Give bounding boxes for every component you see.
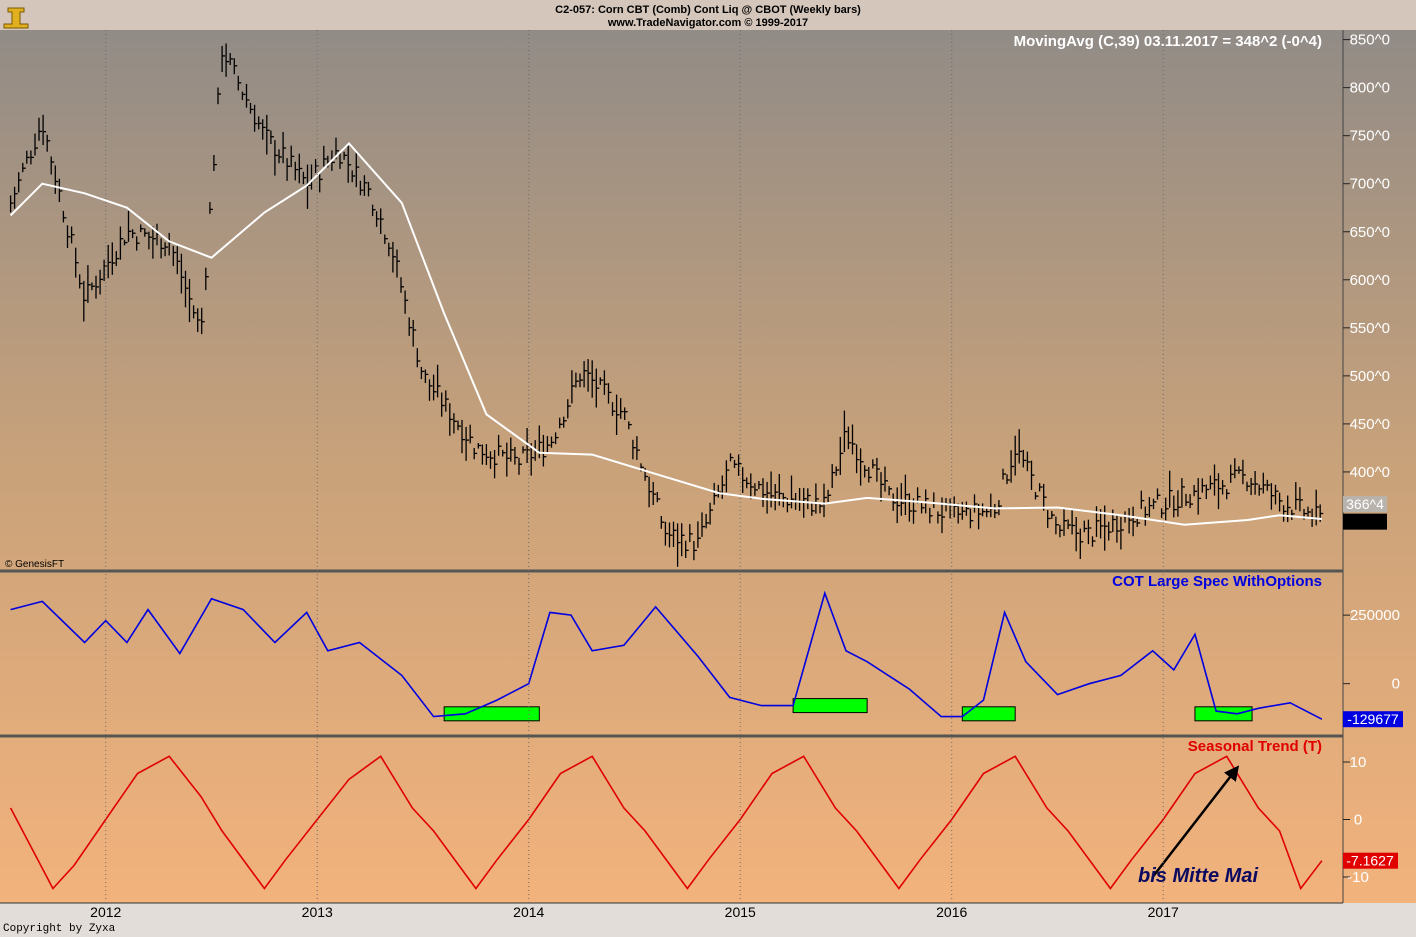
- price-tick-label: 500^0: [1350, 368, 1390, 385]
- cot-last-value-label: -129677: [1347, 711, 1399, 727]
- annotation-text: bis Mitte Mai: [1138, 865, 1258, 887]
- cot-highlight-box: [961, 706, 1016, 722]
- copyright-text: Copyright by Zyxa: [3, 923, 116, 935]
- cot-line: [10, 590, 1323, 720]
- seasonal-last-value-label: -7.1627: [1346, 853, 1394, 869]
- moving-average-line: [9, 141, 1322, 526]
- footer-band: [0, 903, 1416, 937]
- genesis-label: © GenesisFT: [5, 559, 64, 570]
- cot-path: [10, 590, 1323, 720]
- price-pane-title: MovingAvg (C,39) 03.11.2017 = 348^2 (-0^…: [1014, 33, 1322, 50]
- seasonal-tick-label: -10: [1347, 869, 1369, 886]
- price-tick-label: 550^0: [1350, 320, 1390, 337]
- price-tick-label: 650^0: [1350, 224, 1390, 241]
- cot-last-value-box: [1343, 711, 1403, 728]
- x-tick-label: 2012: [90, 904, 121, 920]
- x-tick-label: 2014: [513, 904, 544, 920]
- price-tick-label: 450^0: [1350, 416, 1390, 433]
- seasonal-tick-label: 0: [1354, 812, 1362, 829]
- price-last-value-label: 366^4: [1346, 496, 1384, 512]
- seasonal-path: [9, 755, 1323, 891]
- price-y-axis-ticks: 850^0 800^0 750^0 700^0 650^0 600^0 550^0 500^0…: [1343, 32, 1390, 481]
- x-axis-ticks: 2012 2013 2014 2015 2016 2017: [90, 30, 1179, 920]
- cot-tick-label: 250000: [1350, 607, 1400, 624]
- seasonal-last-value-box: [1343, 852, 1398, 869]
- seasonal-line: [9, 755, 1323, 891]
- annotation-arrow: [1151, 765, 1240, 878]
- price-last-value-label: 348^2: [1346, 514, 1384, 530]
- seasonal-pane-title: Seasonal Trend (T): [1188, 738, 1322, 755]
- seasonal-annotation: bis Mitte Mai: [1138, 765, 1258, 887]
- chart-header-title: C2-057: Corn CBT (Comb) Cont Liq @ CBOT …: [555, 4, 861, 16]
- tradenavigator-logo-icon: [3, 7, 29, 29]
- price-tick-label: 600^0: [1350, 272, 1390, 289]
- cot-pane-title: COT Large Spec WithOptions: [1112, 573, 1322, 590]
- price-tick-label: 750^0: [1350, 128, 1390, 145]
- header-band: [0, 0, 1416, 30]
- cot-highlight-box: [1194, 706, 1253, 722]
- cot-highlight-box: [443, 706, 540, 722]
- seasonal-y-axis-ticks: 10 0 -10-7.1627: [1343, 754, 1398, 886]
- moving-average-path: [9, 141, 1322, 526]
- cot-highlight-box: [792, 698, 868, 714]
- chart-header-source: www.TradeNavigator.com © 1999-2017: [607, 17, 808, 29]
- x-tick-label: 2013: [302, 904, 333, 920]
- x-tick-label: 2015: [725, 904, 756, 920]
- cot-highlight-boxes: [443, 698, 1253, 722]
- price-tick-label: 400^0: [1350, 464, 1390, 481]
- price-last-value-labels: 366^4 348^2: [1343, 496, 1387, 530]
- price-tick-label: 850^0: [1350, 32, 1390, 49]
- price-last-value-box: [1343, 496, 1387, 513]
- seasonal-tick-label: 10: [1350, 754, 1367, 771]
- price-tick-label: 800^0: [1350, 80, 1390, 97]
- price-last-value-box: [1343, 513, 1387, 530]
- x-tick-label: 2016: [936, 904, 967, 920]
- cot-y-axis-ticks: 250000 0 -129677: [1343, 607, 1403, 728]
- cot-tick-label: 0: [1392, 676, 1400, 693]
- price-tick-label: 700^0: [1350, 176, 1390, 193]
- x-tick-label: 2017: [1148, 904, 1179, 920]
